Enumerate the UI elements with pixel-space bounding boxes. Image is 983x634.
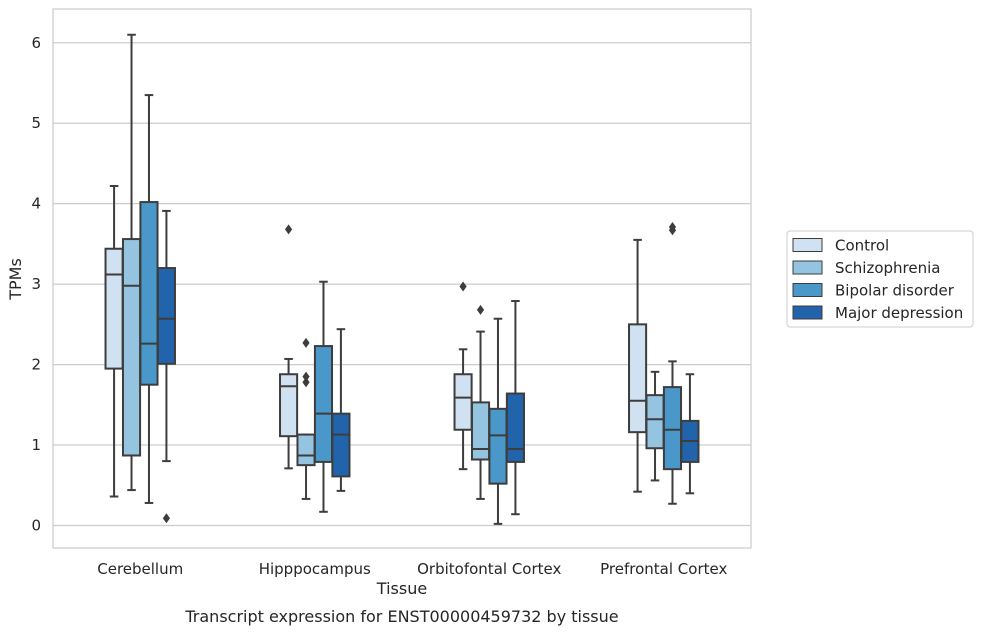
legend-swatch	[792, 238, 823, 252]
outlier-point	[302, 337, 310, 348]
legend-swatch	[792, 283, 823, 297]
iqr-box	[662, 386, 683, 471]
box-major-depression	[156, 209, 176, 524]
iqr-box	[313, 345, 334, 463]
outlier-point	[476, 304, 485, 315]
box-bipolar-disorder	[662, 222, 683, 505]
x-tick-label: Prefrontal Cortex	[600, 560, 727, 578]
x-tick-label: Hipppocampus	[259, 560, 371, 578]
box-major-depression	[331, 328, 351, 492]
iqr-box	[104, 247, 124, 370]
iqr-box	[645, 394, 665, 450]
legend-label: Control	[835, 237, 889, 255]
box-schizophrenia	[121, 33, 142, 492]
legend-frame	[786, 230, 974, 328]
outlier-point	[302, 377, 310, 388]
chart-caption: Transcript expression for ENST0000045973…	[184, 607, 618, 626]
x-axis-title: Tissue	[376, 579, 427, 598]
legend: Control Schizophrenia Bipolar disorder Majo…	[786, 230, 974, 328]
box-control	[628, 238, 648, 493]
box-schizophrenia	[470, 304, 491, 500]
x-tick-label: Orbitofontal Cortex	[417, 560, 561, 578]
iqr-box	[139, 201, 159, 386]
box-major-depression	[680, 373, 700, 495]
box-schizophrenia	[645, 370, 665, 482]
outlier-point	[302, 371, 310, 382]
box-control	[453, 281, 473, 471]
iqr-box	[470, 401, 491, 461]
iqr-box	[628, 323, 648, 434]
iqr-box	[453, 373, 473, 431]
iqr-box	[279, 373, 299, 438]
box-bipolar-disorder	[139, 94, 159, 504]
iqr-box	[156, 267, 176, 365]
outlier-point	[459, 281, 467, 292]
iqr-box	[488, 407, 508, 485]
x-tick-label: Cerebellum	[97, 560, 183, 578]
box-bipolar-disorder	[488, 317, 508, 525]
legend-items: Control Schizophrenia Bipolar disorder Majo…	[792, 237, 963, 322]
legend-label: Bipolar disorder	[835, 282, 955, 300]
box-control	[279, 224, 299, 470]
legend-swatch	[792, 305, 823, 320]
y-tick-label: 0	[31, 516, 41, 534]
y-tick-labels: 0 1 2 3 4 5 6	[31, 34, 41, 535]
box-major-depression	[505, 300, 525, 516]
iqr-box	[296, 433, 316, 467]
outlier-point	[668, 222, 677, 233]
y-tick-label: 3	[31, 275, 41, 293]
outlier-point	[162, 513, 171, 524]
iqr-box	[505, 392, 525, 463]
box-schizophrenia	[296, 337, 316, 500]
iqr-box	[331, 412, 351, 478]
x-tick-labels: Cerebellum Hipppocampus Orbitofontal Corte…	[97, 560, 727, 578]
y-tick-label: 4	[31, 195, 41, 213]
legend-label: Schizophrenia	[835, 259, 940, 277]
box-control	[104, 184, 124, 498]
box-bipolar-disorder	[313, 280, 334, 513]
boxes-layer	[104, 33, 700, 525]
outlier-point	[284, 224, 293, 235]
legend-swatch	[792, 260, 823, 275]
y-tick-label: 5	[31, 114, 41, 132]
plot-area-frame	[52, 8, 752, 549]
y-tick-label: 1	[31, 436, 41, 454]
y-axis-title: TPMs	[6, 258, 25, 301]
y-tick-label: 2	[31, 356, 41, 374]
legend-label: Major depression	[835, 304, 963, 322]
y-tick-label: 6	[31, 34, 41, 52]
iqr-box	[121, 238, 142, 457]
